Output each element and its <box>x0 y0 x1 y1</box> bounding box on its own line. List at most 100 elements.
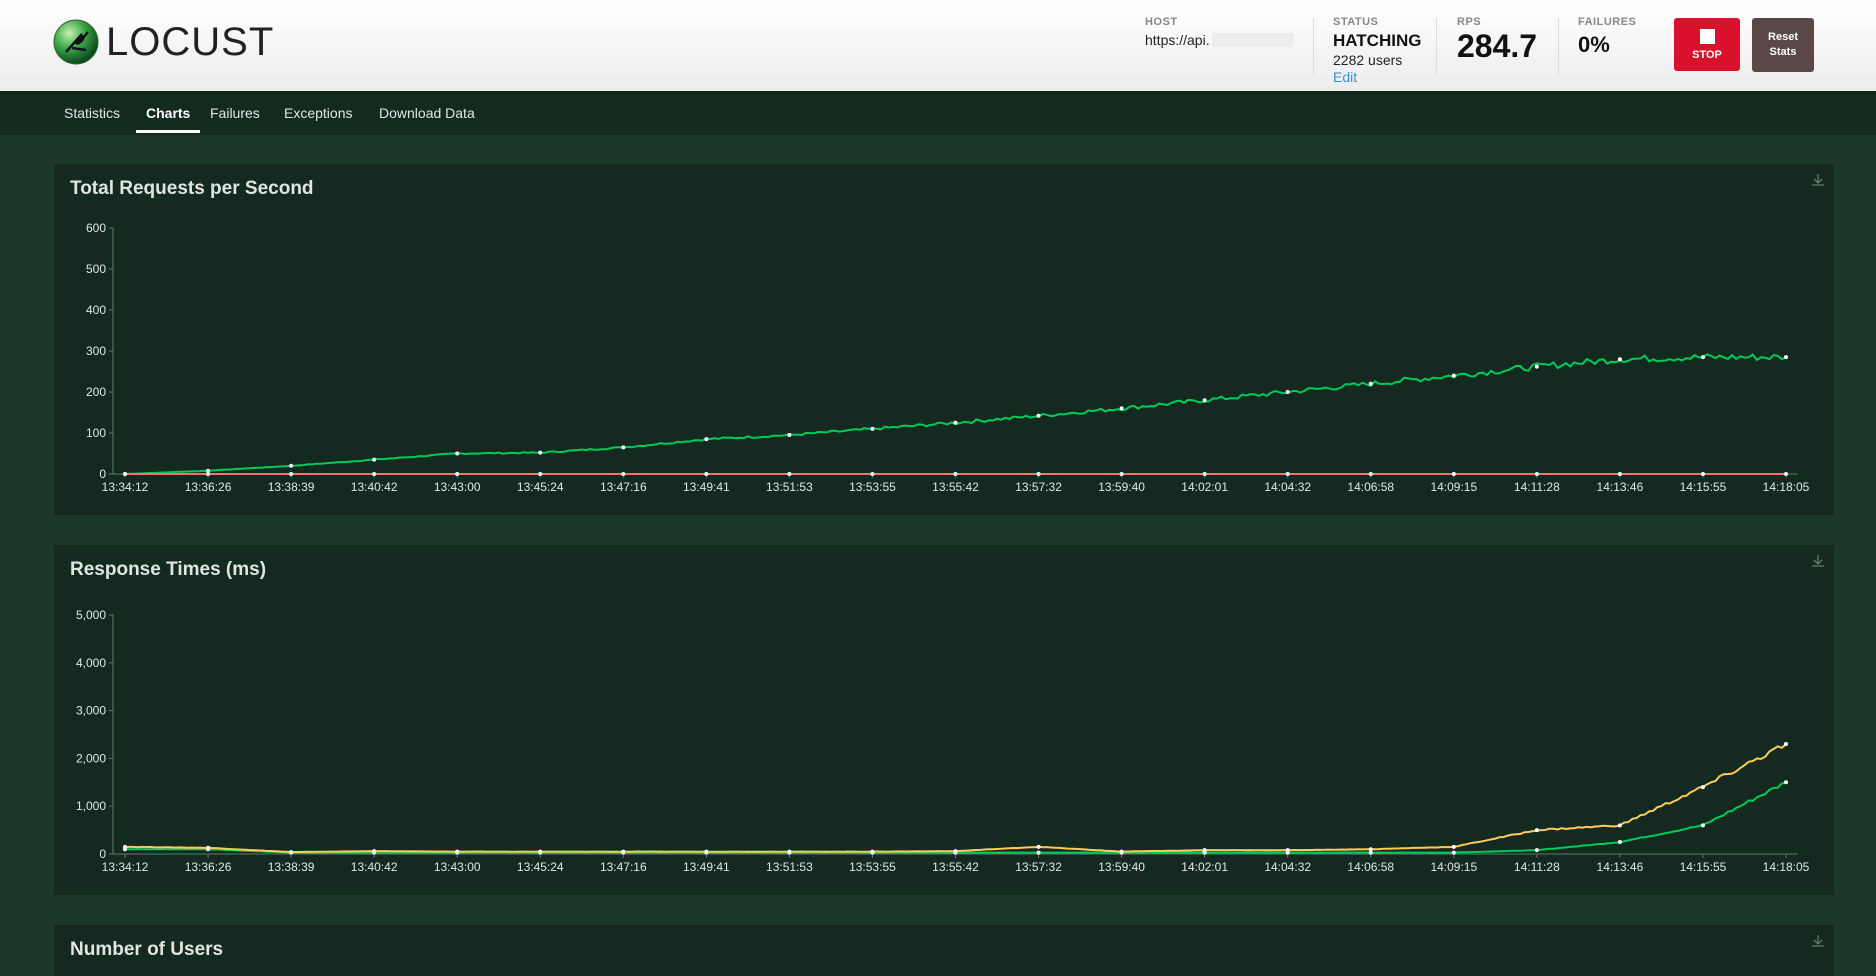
x-tick-label: 13:51:53 <box>766 480 813 494</box>
data-point <box>1368 472 1373 476</box>
data-point <box>1119 849 1124 854</box>
host-redaction <box>1211 33 1294 47</box>
data-point <box>953 472 958 476</box>
user-count: 2282 users <box>1333 52 1403 68</box>
edit-link[interactable]: Edit <box>1333 69 1358 85</box>
x-tick-label: 13:47:16 <box>600 480 647 494</box>
y-tick-label: 200 <box>86 385 106 399</box>
data-point <box>704 849 709 854</box>
x-tick-label: 13:36:26 <box>185 480 232 494</box>
data-point <box>1784 355 1788 360</box>
data-point <box>1784 780 1788 785</box>
x-tick-label: 14:18:05 <box>1763 480 1810 494</box>
data-point <box>1617 357 1622 362</box>
y-tick-label: 100 <box>86 426 106 440</box>
x-tick-label: 13:43:00 <box>434 860 481 874</box>
data-point <box>123 472 127 476</box>
data-point <box>1202 398 1207 403</box>
download-icon[interactable] <box>1810 553 1826 569</box>
x-tick-label: 13:59:40 <box>1098 480 1145 494</box>
data-point <box>787 849 792 854</box>
data-point <box>1036 472 1041 476</box>
y-tick-label: 3,000 <box>76 704 106 718</box>
reset-label-line1: Reset <box>1768 31 1798 43</box>
data-point <box>1700 355 1705 360</box>
data-point <box>289 472 294 476</box>
host-value: https://api. <box>1145 32 1294 48</box>
data-point <box>1368 850 1373 855</box>
failures-label: FAILURES <box>1578 16 1637 28</box>
data-point <box>704 437 709 442</box>
data-point <box>1700 785 1705 790</box>
download-icon[interactable] <box>1810 933 1826 949</box>
x-tick-label: 13:53:55 <box>849 480 896 494</box>
x-tick-label: 13:40:42 <box>351 860 398 874</box>
data-point <box>1617 823 1622 828</box>
x-tick-label: 13:55:42 <box>932 860 979 874</box>
y-tick-label: 2,000 <box>76 751 106 765</box>
x-tick-label: 13:38:39 <box>268 480 315 494</box>
x-tick-label: 13:45:24 <box>517 480 564 494</box>
x-tick-label: 14:15:55 <box>1680 860 1727 874</box>
data-point <box>787 433 792 438</box>
y-tick-label: 0 <box>99 467 106 481</box>
data-point <box>289 850 294 855</box>
data-point <box>206 845 211 850</box>
data-point <box>1285 472 1290 476</box>
x-tick-label: 13:57:32 <box>1015 480 1062 494</box>
y-tick-label: 400 <box>86 303 106 317</box>
data-point <box>1784 742 1788 747</box>
data-point <box>1285 390 1290 394</box>
download-icon[interactable] <box>1810 172 1826 188</box>
x-tick-label: 13:43:00 <box>434 480 481 494</box>
data-point <box>1700 472 1705 476</box>
tab-charts[interactable]: Charts <box>146 105 191 121</box>
x-tick-label: 13:57:32 <box>1015 860 1062 874</box>
tab-exceptions[interactable]: Exceptions <box>284 105 353 121</box>
x-tick-label: 13:59:40 <box>1098 860 1145 874</box>
data-point <box>455 451 460 456</box>
host-box: HOST https://api. <box>1145 16 1294 48</box>
response-time-chart: 0 1,000 2,000 3,000 4,000 5,000 13:34:12 13:36:… <box>76 608 1810 874</box>
data-point <box>372 457 377 462</box>
y-tick-label: 500 <box>86 262 106 276</box>
data-point <box>953 849 958 854</box>
tab-download-data[interactable]: Download Data <box>379 105 475 121</box>
data-point <box>1119 406 1124 411</box>
failures-value: 0% <box>1578 32 1610 57</box>
x-tick-label: 13:38:39 <box>268 860 315 874</box>
tab-statistics[interactable]: Statistics <box>64 105 121 121</box>
tab-failures[interactable]: Failures <box>210 105 260 121</box>
data-point <box>1451 472 1456 476</box>
x-tick-label: 14:18:05 <box>1763 860 1810 874</box>
x-tick-label: 14:02:01 <box>1181 480 1228 494</box>
data-point <box>1617 840 1622 845</box>
data-point <box>455 849 460 854</box>
series-line-0 <box>125 781 1787 854</box>
data-point <box>621 472 626 476</box>
data-point <box>1451 850 1456 855</box>
data-point <box>1534 848 1539 853</box>
x-tick-label: 13:49:41 <box>683 480 730 494</box>
rps-label: RPS <box>1457 16 1482 28</box>
users-chart-panel: Number of Users <box>54 925 1834 976</box>
locust-logo: LOCUST <box>52 18 274 66</box>
x-tick-label: 14:09:15 <box>1430 860 1477 874</box>
stop-button[interactable]: STOP <box>1674 18 1740 71</box>
status-box: STATUS HATCHING 2282 users Edit <box>1333 16 1421 85</box>
data-point <box>455 472 460 476</box>
x-tick-label: 14:06:58 <box>1347 860 1394 874</box>
tab-bar: Statistics Charts Failures Exceptions Do… <box>0 91 1876 135</box>
data-point <box>1119 472 1124 476</box>
data-point <box>1534 472 1539 476</box>
data-point <box>1202 848 1207 853</box>
status-label: STATUS <box>1333 16 1379 28</box>
active-tab-indicator <box>136 130 200 133</box>
data-point <box>953 420 958 425</box>
data-point <box>621 849 626 854</box>
rps-chart-panel: Total Requests per Second 0 100 200 300 400 5… <box>54 164 1834 515</box>
data-point <box>1036 850 1041 855</box>
failures-box: FAILURES 0% <box>1578 16 1636 58</box>
reset-stats-button[interactable]: Reset Stats <box>1752 18 1814 72</box>
x-tick-label: 14:13:46 <box>1597 860 1644 874</box>
